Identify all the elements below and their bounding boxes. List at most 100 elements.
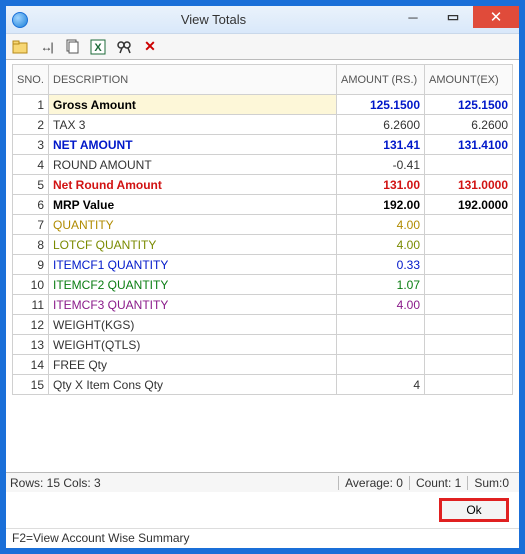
table-row[interactable]: 7QUANTITY4.00 (13, 215, 513, 235)
cell-description: Qty X Item Cons Qty (49, 375, 337, 395)
cell-description: NET AMOUNT (49, 135, 337, 155)
minimize-button[interactable]: ─ (393, 6, 433, 28)
status-average: Average: 0 (339, 476, 410, 490)
cell-amount-rs: 131.00 (337, 175, 425, 195)
app-icon (12, 12, 28, 28)
window-controls: ─ ▭ ✕ (393, 6, 519, 33)
cell-amount-ex: 125.1500 (425, 95, 513, 115)
close-button[interactable]: ✕ (473, 6, 519, 28)
cell-description: ITEMCF3 QUANTITY (49, 295, 337, 315)
find-icon[interactable] (114, 37, 134, 57)
toolbar: ↔| X ✕ (6, 34, 519, 60)
table-row[interactable]: 10ITEMCF2 QUANTITY1.07 (13, 275, 513, 295)
table-row[interactable]: 15Qty X Item Cons Qty4 (13, 375, 513, 395)
table-row[interactable]: 2TAX 36.26006.2600 (13, 115, 513, 135)
cell-amount-rs: 4.00 (337, 295, 425, 315)
cell-description: WEIGHT(KGS) (49, 315, 337, 335)
cell-amount-ex: 131.0000 (425, 175, 513, 195)
cell-sno: 14 (13, 355, 49, 375)
cell-amount-ex (425, 235, 513, 255)
cell-description: FREE Qty (49, 355, 337, 375)
cell-sno: 6 (13, 195, 49, 215)
cell-description: Net Round Amount (49, 175, 337, 195)
cell-sno: 15 (13, 375, 49, 395)
cell-sno: 3 (13, 135, 49, 155)
table-row[interactable]: 8LOTCF QUANTITY4.00 (13, 235, 513, 255)
cell-sno: 1 (13, 95, 49, 115)
status-rows-cols: Rows: 15 Cols: 3 (10, 476, 339, 490)
open-icon[interactable] (10, 37, 30, 57)
excel-icon[interactable]: X (88, 37, 108, 57)
status-bar: Rows: 15 Cols: 3 Average: 0 Count: 1 Sum… (6, 472, 519, 492)
col-header-sno[interactable]: SNO. (13, 65, 49, 95)
cell-amount-rs: 4.00 (337, 215, 425, 235)
table-row[interactable]: 14FREE Qty (13, 355, 513, 375)
table-row[interactable]: 5Net Round Amount131.00131.0000 (13, 175, 513, 195)
delete-icon[interactable]: ✕ (140, 37, 160, 57)
cell-amount-ex (425, 355, 513, 375)
table-row[interactable]: 12WEIGHT(KGS) (13, 315, 513, 335)
cell-amount-rs (337, 315, 425, 335)
table-row[interactable]: 13WEIGHT(QTLS) (13, 335, 513, 355)
table-row[interactable]: 1Gross Amount125.1500125.1500 (13, 95, 513, 115)
cell-amount-ex (425, 255, 513, 275)
title-bar: View Totals ─ ▭ ✕ (6, 6, 519, 34)
cell-amount-ex (425, 275, 513, 295)
cell-amount-rs: 4.00 (337, 235, 425, 255)
table-row[interactable]: 9ITEMCF1 QUANTITY0.33 (13, 255, 513, 275)
cell-description: TAX 3 (49, 115, 337, 135)
cell-amount-rs (337, 335, 425, 355)
cell-amount-rs (337, 355, 425, 375)
button-bar: Ok (6, 492, 519, 528)
cell-sno: 12 (13, 315, 49, 335)
footnote: F2=View Account Wise Summary (6, 528, 519, 548)
cell-amount-ex: 6.2600 (425, 115, 513, 135)
cell-sno: 13 (13, 335, 49, 355)
cell-description: Gross Amount (49, 95, 337, 115)
cell-amount-ex (425, 295, 513, 315)
cell-amount-ex (425, 335, 513, 355)
col-header-desc[interactable]: DESCRIPTION (49, 65, 337, 95)
col-header-amt2[interactable]: AMOUNT(EX) (425, 65, 513, 95)
grid-area: SNO. DESCRIPTION AMOUNT (RS.) AMOUNT(EX)… (6, 60, 519, 472)
cell-description: LOTCF QUANTITY (49, 235, 337, 255)
cell-amount-rs: 0.33 (337, 255, 425, 275)
maximize-button[interactable]: ▭ (433, 6, 473, 28)
ok-button[interactable]: Ok (439, 498, 509, 522)
table-row[interactable]: 11ITEMCF3 QUANTITY4.00 (13, 295, 513, 315)
cell-sno: 4 (13, 155, 49, 175)
cell-description: ITEMCF1 QUANTITY (49, 255, 337, 275)
table-row[interactable]: 6MRP Value192.00192.0000 (13, 195, 513, 215)
table-header-row: SNO. DESCRIPTION AMOUNT (RS.) AMOUNT(EX) (13, 65, 513, 95)
cell-description: WEIGHT(QTLS) (49, 335, 337, 355)
cell-amount-ex (425, 155, 513, 175)
cell-sno: 9 (13, 255, 49, 275)
col-header-amt1[interactable]: AMOUNT (RS.) (337, 65, 425, 95)
cell-amount-ex (425, 215, 513, 235)
cell-description: MRP Value (49, 195, 337, 215)
cell-amount-rs: -0.41 (337, 155, 425, 175)
cell-sno: 11 (13, 295, 49, 315)
cell-amount-ex (425, 375, 513, 395)
cell-sno: 8 (13, 235, 49, 255)
cell-sno: 5 (13, 175, 49, 195)
cell-sno: 10 (13, 275, 49, 295)
cell-amount-rs: 6.2600 (337, 115, 425, 135)
cell-amount-rs: 131.41 (337, 135, 425, 155)
svg-text:X: X (94, 42, 102, 54)
table-row[interactable]: 3NET AMOUNT131.41131.4100 (13, 135, 513, 155)
cell-amount-rs: 192.00 (337, 195, 425, 215)
width-icon[interactable]: ↔| (36, 37, 56, 57)
cell-description: QUANTITY (49, 215, 337, 235)
window-title: View Totals (34, 12, 393, 27)
cell-amount-rs: 125.1500 (337, 95, 425, 115)
copy-icon[interactable] (62, 37, 82, 57)
cell-amount-ex (425, 315, 513, 335)
cell-amount-rs: 4 (337, 375, 425, 395)
status-count: Count: 1 (410, 476, 468, 490)
window-frame: View Totals ─ ▭ ✕ ↔| X ✕ SNO. (0, 0, 525, 554)
table-row[interactable]: 4ROUND AMOUNT-0.41 (13, 155, 513, 175)
status-sum: Sum:0 (468, 476, 515, 490)
cell-amount-ex: 192.0000 (425, 195, 513, 215)
cell-description: ROUND AMOUNT (49, 155, 337, 175)
